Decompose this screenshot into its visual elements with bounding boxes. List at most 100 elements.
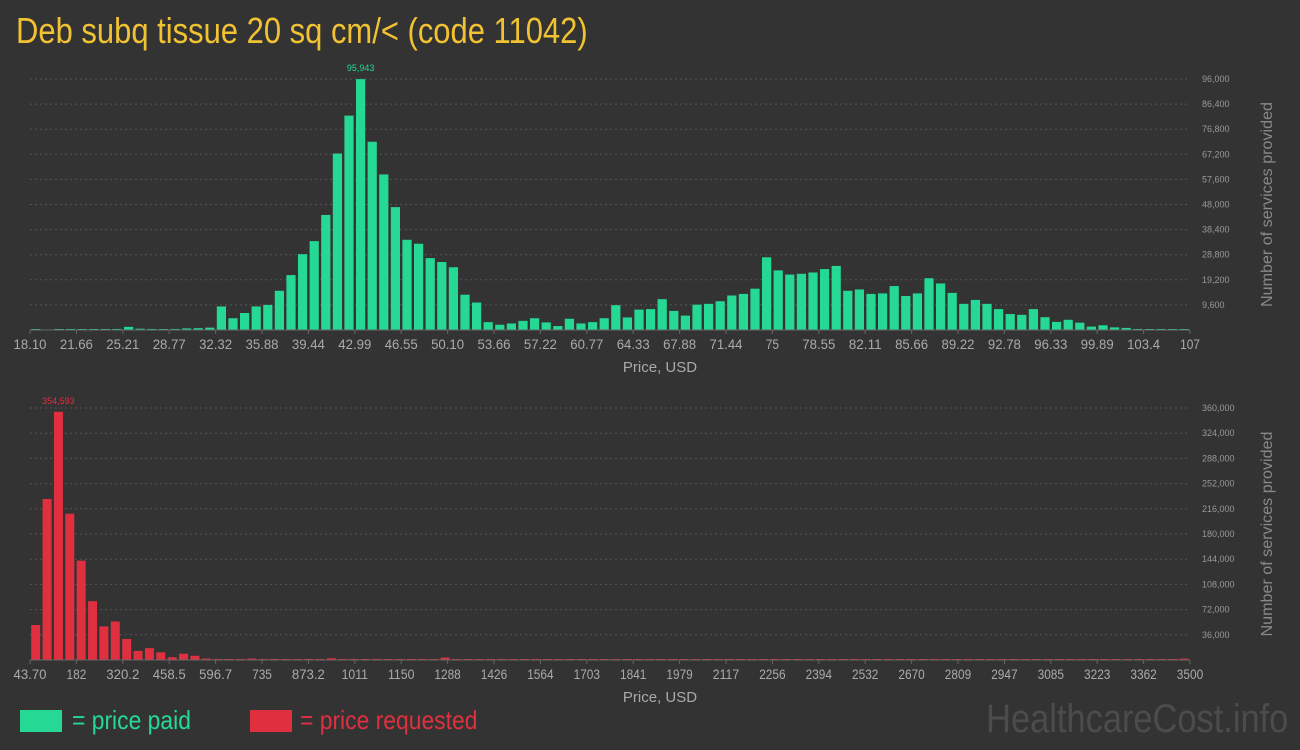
y-tick-label: 324,000 <box>1202 428 1235 438</box>
bar <box>843 290 853 330</box>
x-tick-label: 1979 <box>666 666 693 682</box>
bar <box>692 304 702 330</box>
bar <box>147 328 157 330</box>
bar <box>646 309 656 330</box>
x-tick-label: 32.32 <box>199 336 232 352</box>
bar <box>228 318 238 330</box>
bar <box>406 658 416 660</box>
bar <box>1005 314 1015 330</box>
bar <box>657 299 667 330</box>
bar <box>1052 321 1062 330</box>
price-paid-chart: 9,600 19,200 28,800 38,400 48,000 57,600 67,20… <box>14 63 1277 376</box>
x-tick-label: 35.88 <box>246 336 279 352</box>
bar <box>936 283 946 330</box>
x-tick-label: 42.99 <box>338 336 371 352</box>
y-tick-label: 180,000 <box>1202 529 1235 539</box>
x-tick-label: 78.55 <box>802 336 835 352</box>
bar <box>1017 314 1027 330</box>
y-tick-label: 76,800 <box>1202 124 1230 134</box>
y-tick-label: 252,000 <box>1202 479 1235 489</box>
bar <box>622 317 632 330</box>
bar <box>425 258 435 330</box>
bar <box>762 257 772 330</box>
bar <box>448 267 458 330</box>
x-tick-label: 2532 <box>852 666 879 682</box>
bar <box>344 115 354 331</box>
bar <box>182 328 192 330</box>
bar <box>286 275 296 330</box>
x-tick-label: 458.5 <box>153 666 186 682</box>
y-tick-label: 9,600 <box>1202 300 1225 310</box>
x-tick-label: 21.66 <box>60 336 93 352</box>
bar <box>205 327 215 330</box>
y-tick-label: 48,000 <box>1202 200 1230 210</box>
bar <box>889 286 899 330</box>
bar <box>349 658 359 660</box>
legend-paid-label: = price paid <box>72 705 191 735</box>
bar <box>135 328 145 330</box>
x-tick-label: 75 <box>766 336 779 352</box>
y-tick-label: 216,000 <box>1202 504 1235 514</box>
bar <box>247 658 257 660</box>
y-tick-label: 57,600 <box>1202 174 1230 184</box>
x-tick-label: 85.66 <box>895 336 928 352</box>
bar <box>738 293 748 330</box>
y-tick-label: 108,000 <box>1202 579 1235 589</box>
bar <box>251 306 261 330</box>
bar <box>179 653 189 660</box>
bar <box>274 290 284 330</box>
bar <box>1028 309 1038 330</box>
bar <box>65 513 75 660</box>
bar <box>1063 319 1073 330</box>
x-tick-label: 2394 <box>806 666 833 682</box>
bar <box>506 323 516 330</box>
x-tick-label: 71.44 <box>710 336 743 352</box>
bar <box>727 295 737 330</box>
bar <box>321 214 331 330</box>
bar <box>201 658 211 660</box>
bar <box>831 265 841 330</box>
bar <box>1075 322 1085 330</box>
bar <box>298 254 308 330</box>
bar <box>808 272 818 330</box>
bar <box>773 270 783 330</box>
x-axis-title: Price, USD <box>623 689 697 706</box>
bar <box>878 293 888 330</box>
x-tick-label: 2947 <box>991 666 1018 682</box>
x-tick-label: 873.2 <box>292 666 325 682</box>
bar <box>170 328 180 330</box>
x-tick-label: 92.78 <box>988 336 1021 352</box>
bar <box>42 499 52 660</box>
bar <box>785 274 795 330</box>
x-tick-label: 2809 <box>945 666 972 682</box>
bar <box>304 658 314 660</box>
x-tick-label: 182 <box>67 666 87 682</box>
bar <box>1133 328 1143 330</box>
bar <box>796 273 806 330</box>
bar <box>820 269 830 330</box>
bar <box>1098 325 1108 330</box>
x-tick-label: 28.77 <box>153 336 186 352</box>
y-tick-label: 288,000 <box>1202 453 1235 463</box>
bar <box>112 328 122 330</box>
watermark: HealthcareCost.info <box>985 697 1288 741</box>
x-tick-label: 18.10 <box>14 336 47 352</box>
bar <box>518 320 528 330</box>
bar <box>379 174 389 330</box>
bar <box>970 299 980 330</box>
bar <box>124 326 134 330</box>
bar <box>437 262 447 330</box>
bar <box>530 318 540 330</box>
bar <box>483 322 493 330</box>
x-tick-label: 3085 <box>1038 666 1065 682</box>
bar <box>99 626 109 660</box>
legend-paid-swatch <box>20 710 62 732</box>
bar <box>959 303 969 330</box>
bar <box>372 658 382 660</box>
bar <box>390 207 400 330</box>
bar <box>76 560 86 660</box>
bar <box>53 411 63 660</box>
x-tick-label: 3362 <box>1130 666 1157 682</box>
x-tick-label: 107 <box>1180 336 1200 352</box>
x-tick-label: 596.7 <box>199 666 232 682</box>
